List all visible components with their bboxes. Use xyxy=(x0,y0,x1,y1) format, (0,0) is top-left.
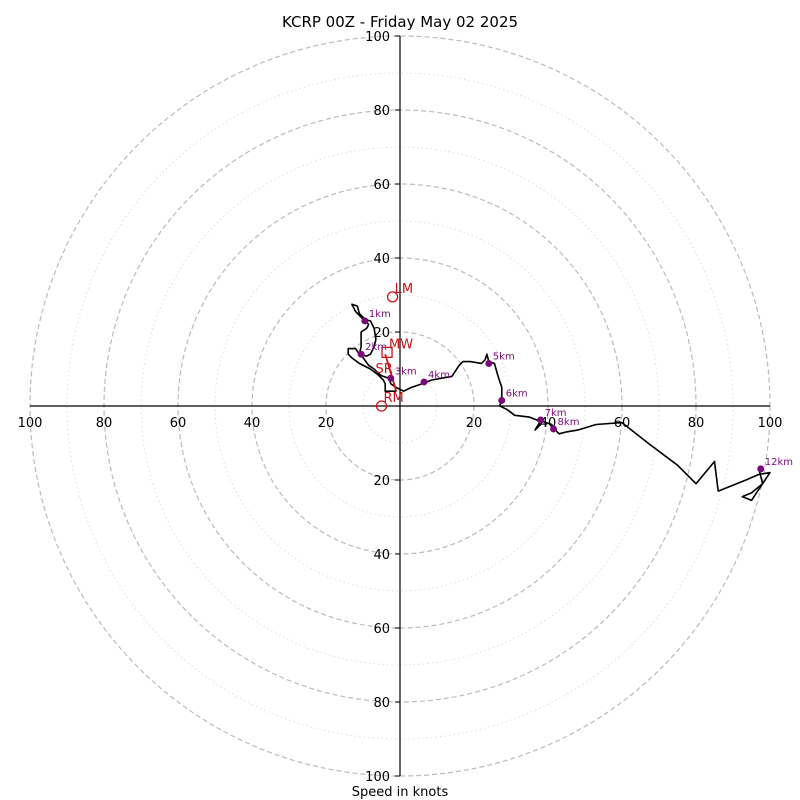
x-tick-label: 60 xyxy=(170,416,187,431)
x-tick-label: 100 xyxy=(758,416,783,431)
height-label-5km: 5km xyxy=(493,351,515,362)
chart-title: KCRP 00Z - Friday May 02 2025 xyxy=(282,13,518,31)
y-tick-label: 100 xyxy=(365,30,390,45)
height-label-6km: 6km xyxy=(506,388,528,399)
height-marker-2km xyxy=(357,350,365,358)
axes xyxy=(30,36,770,776)
y-tick-label: 40 xyxy=(373,548,390,563)
y-tick-label: 20 xyxy=(373,326,390,341)
height-marker-8km xyxy=(550,425,558,433)
storm-motion-markers: LM MW SR RM xyxy=(375,282,413,412)
storm-motion-rm-marker xyxy=(375,400,388,412)
x-tick-label: 80 xyxy=(688,416,705,431)
height-label-3km: 3km xyxy=(395,366,417,377)
y-tick-label: 100 xyxy=(365,770,390,785)
x-tick-label: 20 xyxy=(318,416,335,431)
height-label-2km: 2km xyxy=(365,342,387,353)
storm-motion-mw-marker xyxy=(381,346,393,359)
height-marker-12km xyxy=(757,465,765,473)
height-marker-5km xyxy=(485,359,493,367)
y-tick-label: 80 xyxy=(373,104,390,119)
x-axis-label: Speed in knots xyxy=(352,785,449,800)
height-label-8km: 8km xyxy=(558,417,580,428)
storm-motion-sr-label: SR xyxy=(376,362,393,377)
height-label-12km: 12km xyxy=(765,457,793,468)
height-label-7km: 7km xyxy=(545,408,567,419)
height-marker-7km xyxy=(537,416,545,424)
x-tick-label: 40 xyxy=(244,416,261,431)
shear-vector-line xyxy=(384,353,398,392)
x-tick-label: 20 xyxy=(466,416,483,431)
height-marker-3km xyxy=(387,374,395,382)
storm-motion-lm-label: LM xyxy=(395,282,413,297)
storm-motion-mw-label: MW xyxy=(389,337,413,352)
wind-trace xyxy=(347,303,771,502)
storm-motion-lm-marker xyxy=(386,291,399,303)
storm-motion-rm-label: RM xyxy=(384,391,404,406)
height-marker-4km xyxy=(420,378,428,386)
y-tick-label: 80 xyxy=(373,696,390,711)
y-tick-label: 20 xyxy=(373,474,390,489)
x-tick-label: 100 xyxy=(18,416,43,431)
height-marker-6km xyxy=(498,396,506,404)
wind-trace-line xyxy=(347,303,771,502)
height-marker-1km xyxy=(361,317,369,325)
x-tick-label: 80 xyxy=(96,416,113,431)
y-tick-label: 60 xyxy=(373,622,390,637)
y-tick-label: 40 xyxy=(373,252,390,267)
y-tick-label: 60 xyxy=(373,178,390,193)
height-label-1km: 1km xyxy=(369,309,391,320)
height-label-4km: 4km xyxy=(428,370,450,381)
